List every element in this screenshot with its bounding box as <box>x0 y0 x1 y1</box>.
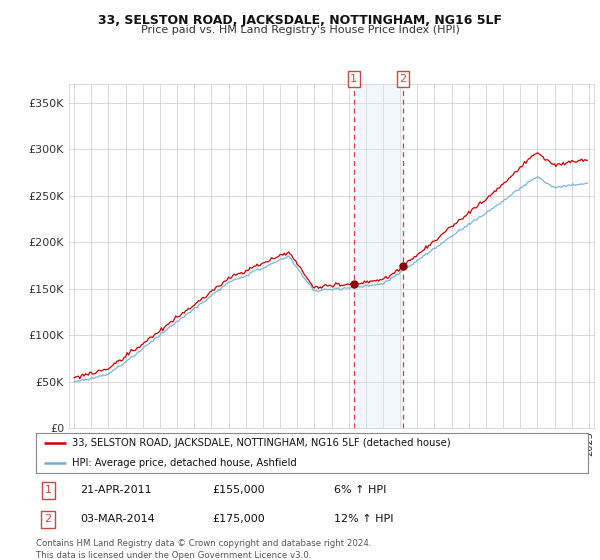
Text: 2: 2 <box>400 74 407 84</box>
Text: Contains HM Land Registry data © Crown copyright and database right 2024.
This d: Contains HM Land Registry data © Crown c… <box>36 539 371 559</box>
Text: Price paid vs. HM Land Registry's House Price Index (HPI): Price paid vs. HM Land Registry's House … <box>140 25 460 35</box>
Text: 1: 1 <box>44 486 52 496</box>
Text: 6% ↑ HPI: 6% ↑ HPI <box>334 486 386 496</box>
Text: 33, SELSTON ROAD, JACKSDALE, NOTTINGHAM, NG16 5LF: 33, SELSTON ROAD, JACKSDALE, NOTTINGHAM,… <box>98 14 502 27</box>
Text: 03-MAR-2014: 03-MAR-2014 <box>80 515 155 525</box>
Text: £155,000: £155,000 <box>212 486 265 496</box>
Text: 12% ↑ HPI: 12% ↑ HPI <box>334 515 394 525</box>
Text: HPI: Average price, detached house, Ashfield: HPI: Average price, detached house, Ashf… <box>72 458 296 468</box>
Bar <box>354 84 403 428</box>
Text: 2: 2 <box>44 515 52 525</box>
Text: 21-APR-2011: 21-APR-2011 <box>80 486 152 496</box>
Text: 1: 1 <box>350 74 358 84</box>
Text: £175,000: £175,000 <box>212 515 265 525</box>
Text: 33, SELSTON ROAD, JACKSDALE, NOTTINGHAM, NG16 5LF (detached house): 33, SELSTON ROAD, JACKSDALE, NOTTINGHAM,… <box>72 438 451 448</box>
